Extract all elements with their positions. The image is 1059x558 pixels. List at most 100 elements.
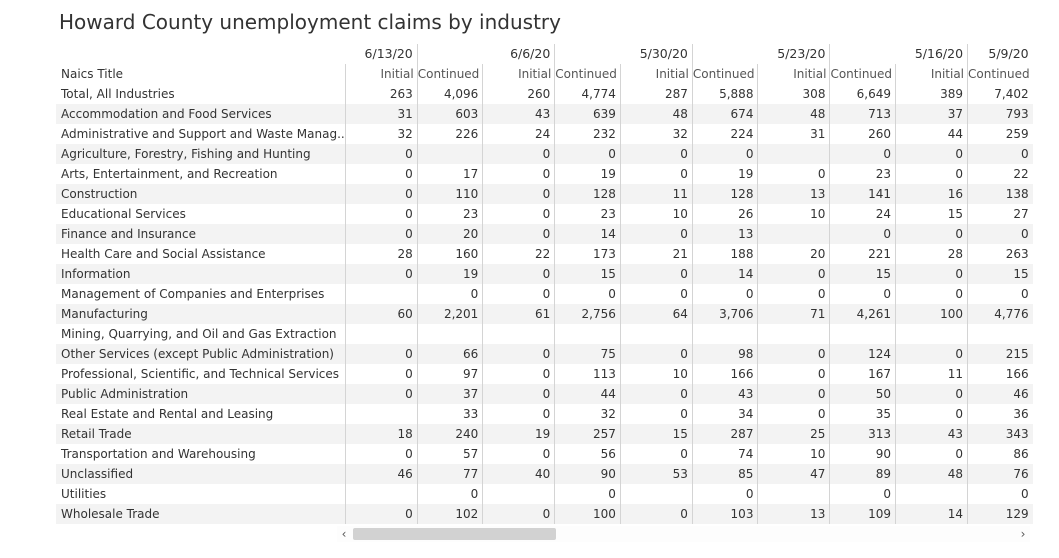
initial-claims-cell: 25 — [757, 424, 830, 444]
continued-claims-cell: 603 — [416, 104, 483, 124]
table-row[interactable]: Other Services (except Public Administra… — [56, 344, 1033, 364]
initial-claims-cell: 20 — [757, 244, 830, 264]
initial-claims-cell: 48 — [757, 104, 830, 124]
table-row[interactable]: Retail Trade 18 240 19 257 15 287 25 313 43 343 — [56, 424, 1033, 444]
continued-claims-cell: 19 — [554, 164, 621, 184]
date-header[interactable]: 5/23/20 — [691, 44, 830, 64]
table-row[interactable]: Administrative and Support and Waste Man… — [56, 124, 1033, 144]
scrollbar-thumb[interactable] — [353, 528, 556, 540]
row-label: Administrative and Support and Waste Man… — [61, 127, 345, 141]
table-row[interactable]: Agriculture, Forestry, Fishing and Hunti… — [56, 144, 1033, 164]
scroll-left-icon[interactable]: ‹ — [341, 527, 347, 541]
initial-claims-cell: 0 — [619, 444, 693, 464]
table-row[interactable]: Wholesale Trade 0 102 0 100 0 103 13 109 14 129 — [56, 504, 1033, 524]
initial-claims-cell: 43 — [895, 424, 968, 444]
continued-claims-cell: 13 — [691, 224, 758, 244]
row-label: Other Services (except Public Administra… — [56, 344, 346, 364]
continued-claims-cell: 14 — [691, 264, 758, 284]
initial-claims-cell: 11 — [619, 184, 693, 204]
continued-claims-cell: 14 — [554, 224, 621, 244]
initial-claims-cell: 31 — [344, 104, 418, 124]
initial-claims-cell: 53 — [619, 464, 693, 484]
continued-header: Continued — [967, 64, 1033, 84]
initial-claims-cell: 0 — [482, 184, 555, 204]
table-row[interactable]: Educational Services 0 23 0 23 10 26 10 24 15 27 — [56, 204, 1033, 224]
table-row[interactable]: Information 0 19 0 15 0 14 0 15 0 15 — [56, 264, 1033, 284]
initial-claims-cell: 0 — [619, 144, 693, 164]
initial-claims-cell: 0 — [344, 364, 418, 384]
initial-claims-cell — [344, 404, 418, 424]
table-row[interactable]: Utilities 0 0 0 0 0 — [56, 484, 1033, 504]
table-row[interactable]: Total, All Industries 263 4,096 260 4,774 287… — [56, 84, 1033, 104]
table-row[interactable]: Professional, Scientific, and Technical … — [56, 364, 1033, 384]
continued-claims-cell: 343 — [967, 424, 1033, 444]
initial-claims-cell: 32 — [619, 124, 693, 144]
continued-claims-cell: 19 — [691, 164, 758, 184]
continued-header: Continued — [416, 64, 483, 84]
initial-header: Initial — [482, 64, 555, 84]
continued-claims-cell: 20 — [416, 224, 483, 244]
continued-claims-cell: 0 — [554, 284, 621, 304]
table-row[interactable]: Finance and Insurance 0 20 0 14 0 13 0 0 0 — [56, 224, 1033, 244]
row-label: Information — [56, 264, 346, 284]
continued-claims-cell: 221 — [829, 244, 896, 264]
continued-claims-cell: 102 — [416, 504, 483, 524]
date-header[interactable]: 5/30/20 — [554, 44, 693, 64]
continued-claims-cell: 57 — [416, 444, 483, 464]
continued-claims-cell: 232 — [554, 124, 621, 144]
table-row[interactable]: Health Care and Social Assistance 28 160 22… — [56, 244, 1033, 264]
initial-claims-cell — [482, 484, 555, 504]
initial-claims-cell — [757, 224, 830, 244]
table-row[interactable]: Manufacturing 60 2,201 61 2,756 64 3,706 71 4,26… — [56, 304, 1033, 324]
initial-claims-cell: 19 — [482, 424, 555, 444]
table-row[interactable]: Mining, Quarrying, and Oil and Gas Extra… — [56, 324, 1033, 344]
continued-claims-cell: 7,402 — [967, 84, 1033, 104]
continued-claims-cell: 128 — [554, 184, 621, 204]
table-row[interactable]: Transportation and Warehousing 0 57 0 56 0 74 1… — [56, 444, 1033, 464]
initial-claims-cell: 0 — [619, 164, 693, 184]
continued-claims-cell: 89 — [829, 464, 896, 484]
table-row[interactable]: Arts, Entertainment, and Recreation 0 17 0 1… — [56, 164, 1033, 184]
continued-claims-cell: 32 — [554, 404, 621, 424]
initial-claims-cell: 13 — [757, 184, 830, 204]
initial-claims-cell: 0 — [482, 144, 555, 164]
table-row[interactable]: Unclassified 46 77 40 90 53 85 47 89 48 76 — [56, 464, 1033, 484]
initial-claims-cell: 61 — [482, 304, 555, 324]
initial-claims-cell: 60 — [344, 304, 418, 324]
continued-header: Continued — [554, 64, 621, 84]
initial-header: Initial — [344, 64, 418, 84]
initial-claims-cell: 0 — [344, 184, 418, 204]
naics-title-header[interactable]: Naics Title — [61, 67, 124, 81]
initial-claims-cell — [344, 284, 418, 304]
initial-claims-cell — [344, 484, 418, 504]
initial-claims-cell: 10 — [619, 364, 693, 384]
continued-claims-cell: 75 — [554, 344, 621, 364]
date-header[interactable]: 6/6/20 — [416, 44, 555, 64]
date-header[interactable]: 6/13/20 — [364, 46, 413, 61]
initial-claims-cell: 0 — [757, 384, 830, 404]
initial-header: Initial — [895, 64, 968, 84]
scroll-right-icon[interactable]: › — [1020, 527, 1026, 541]
date-header[interactable]: 5/9/20 — [967, 44, 1033, 64]
continued-claims-cell: 66 — [416, 344, 483, 364]
table-row[interactable]: Construction 0 110 0 128 11 128 13 141 16 138 — [56, 184, 1033, 204]
date-header[interactable]: 5/16/20 — [829, 44, 968, 64]
continued-claims-cell: 98 — [691, 344, 758, 364]
initial-claims-cell — [482, 324, 555, 344]
initial-claims-cell: 0 — [895, 444, 968, 464]
table-row[interactable]: Real Estate and Rental and Leasing 33 0 32 0… — [56, 404, 1033, 424]
initial-claims-cell: 11 — [895, 364, 968, 384]
continued-claims-cell: 0 — [416, 284, 483, 304]
horizontal-scrollbar[interactable]: ‹ › — [337, 526, 1030, 542]
continued-claims-cell: 15 — [967, 264, 1033, 284]
table-row[interactable]: Public Administration 0 37 0 44 0 43 0 50 0 46 — [56, 384, 1033, 404]
continued-claims-cell: 224 — [691, 124, 758, 144]
row-label: Management of Companies and Enterprises — [61, 287, 325, 301]
row-label: Accommodation and Food Services — [56, 104, 346, 124]
continued-claims-cell: 36 — [967, 404, 1033, 424]
table-row[interactable]: Management of Companies and Enterprises 0… — [56, 284, 1033, 304]
initial-claims-cell: 0 — [757, 364, 830, 384]
table-row[interactable]: Accommodation and Food Services 31 603 43 63… — [56, 104, 1033, 124]
continued-claims-cell: 34 — [691, 404, 758, 424]
continued-claims-cell: 0 — [554, 144, 621, 164]
